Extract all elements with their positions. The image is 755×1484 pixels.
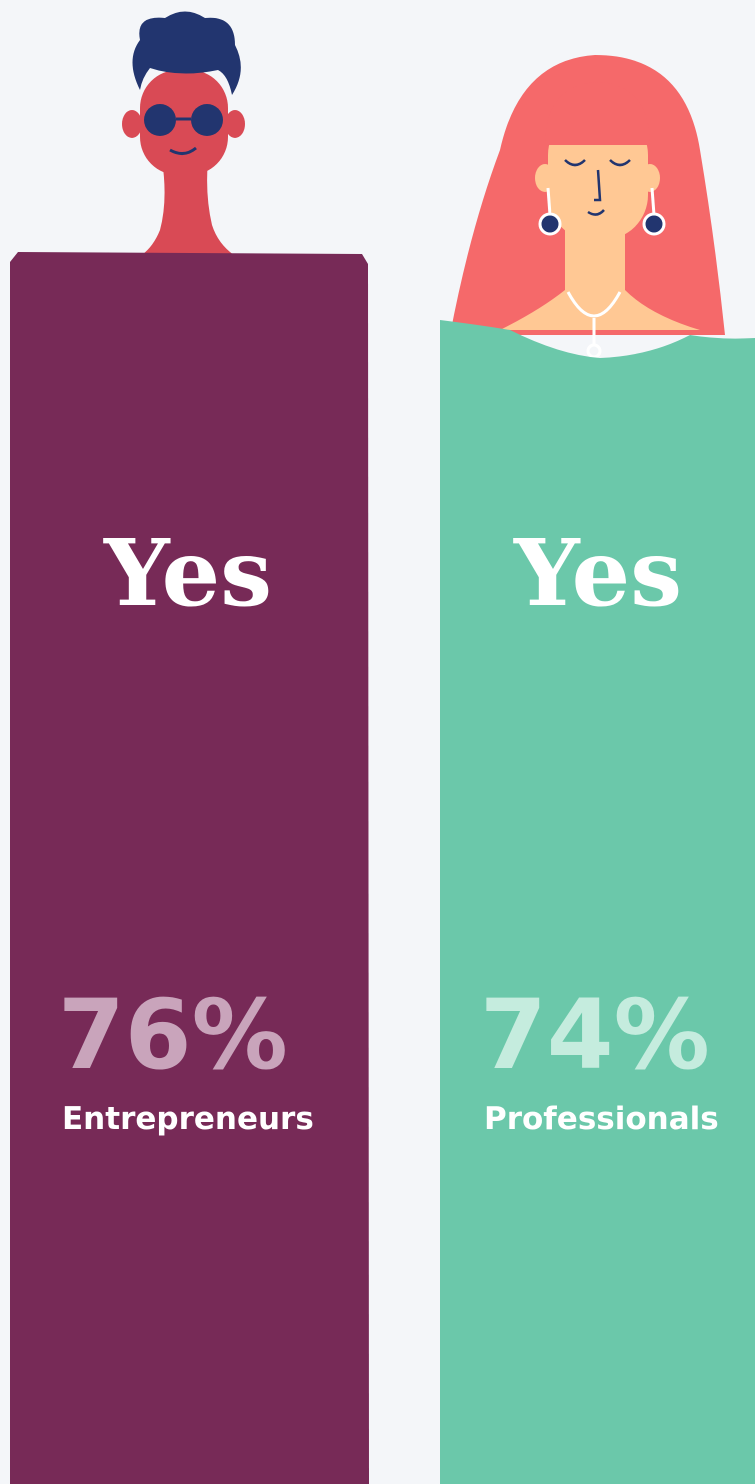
- entrepreneurs-panel: [10, 252, 369, 1484]
- answer: Yes: [103, 519, 272, 627]
- group-label: Professionals: [484, 1101, 719, 1137]
- woman-illustration: [450, 55, 725, 359]
- percent: 74%: [480, 979, 710, 1091]
- professionals-panel: [440, 320, 755, 1484]
- answer: Yes: [513, 519, 682, 627]
- percent: 76%: [58, 979, 288, 1091]
- group-label: Entrepreneurs: [62, 1101, 314, 1137]
